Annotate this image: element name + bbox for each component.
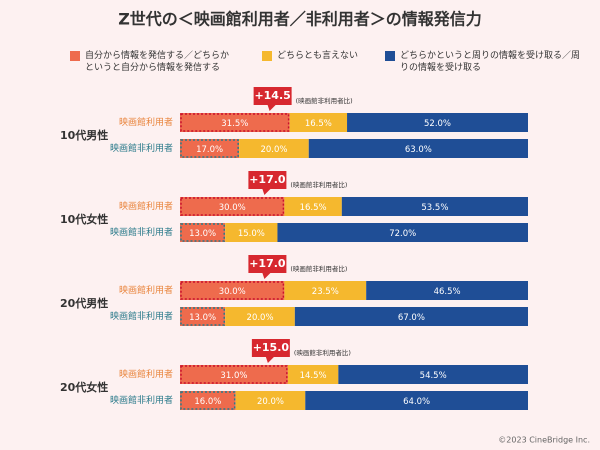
bar-segment bbox=[366, 281, 528, 300]
bar-segment bbox=[180, 223, 226, 242]
bar-segment bbox=[277, 223, 528, 242]
bar-segment bbox=[180, 365, 288, 384]
source: ©2023 CineBridge Inc. bbox=[498, 436, 590, 445]
bar-segment bbox=[180, 281, 285, 300]
value-label: 54.5% bbox=[420, 371, 447, 381]
bar-segment bbox=[341, 197, 528, 216]
row-label: 映画館利用者 bbox=[119, 200, 173, 212]
callout-box bbox=[253, 87, 292, 111]
value-label: 72.0% bbox=[389, 229, 416, 239]
callout-text: +17.0 bbox=[249, 173, 286, 186]
value-label: 13.0% bbox=[189, 229, 216, 239]
bar-segment bbox=[347, 113, 528, 132]
row-label: 映画館利用者 bbox=[119, 284, 173, 296]
legend-item: どちらかというと周りの情報を受け取る／周りの情報を受け取る bbox=[385, 50, 585, 74]
value-label: 53.5% bbox=[421, 203, 448, 213]
value-label: 16.0% bbox=[194, 397, 221, 407]
bar-segment bbox=[289, 113, 348, 132]
value-label: 17.0% bbox=[196, 145, 223, 155]
callout-text: +17.0 bbox=[249, 257, 286, 270]
bar-segment bbox=[284, 197, 342, 216]
group-label: 20代男性 bbox=[60, 296, 108, 310]
segment-outline bbox=[180, 113, 290, 132]
callout-box bbox=[251, 339, 290, 363]
value-label: 15.0% bbox=[238, 229, 265, 239]
value-label: 13.0% bbox=[189, 313, 216, 323]
bar-segment bbox=[284, 281, 367, 300]
callout-note: (映画館非利用者比) bbox=[296, 96, 353, 105]
group-label: 20代女性 bbox=[60, 380, 108, 394]
segment-outline bbox=[180, 391, 236, 410]
legend-swatch bbox=[385, 51, 395, 61]
legend-item: どちらとも言えない bbox=[262, 50, 362, 62]
value-label: 20.0% bbox=[247, 313, 274, 323]
value-label: 67.0% bbox=[398, 313, 425, 323]
bar-segment bbox=[338, 365, 528, 384]
segment-outline bbox=[180, 223, 225, 242]
bar-segment bbox=[180, 307, 226, 326]
value-label: 31.0% bbox=[220, 371, 247, 381]
value-label: 52.0% bbox=[424, 119, 451, 129]
bar-segment bbox=[180, 391, 236, 410]
row-label: 映画館非利用者 bbox=[110, 142, 173, 154]
callout-box bbox=[248, 171, 287, 195]
row-label: 映画館非利用者 bbox=[110, 226, 173, 238]
value-label: 46.5% bbox=[434, 287, 461, 297]
row-label: 映画館非利用者 bbox=[110, 310, 173, 322]
callout-text: +15.0 bbox=[253, 341, 290, 354]
bar-segment bbox=[294, 307, 528, 326]
legend-swatch bbox=[262, 51, 272, 61]
value-label: 30.0% bbox=[219, 203, 246, 213]
chart-title: Z世代の＜映画館利用者／非利用者＞の情報発信力 bbox=[118, 10, 482, 29]
legend-label: どちらかというと周りの情報を受け取る／周りの情報を受け取る bbox=[400, 51, 581, 73]
segment-outline bbox=[180, 139, 239, 158]
callout-box bbox=[248, 255, 287, 279]
value-label: 64.0% bbox=[403, 397, 430, 407]
bar-segment bbox=[239, 139, 309, 158]
bar-segment bbox=[180, 139, 240, 158]
legend-item: 自分から情報を発信する／どちらかというと自分から情報を発信する bbox=[70, 50, 230, 74]
bar-segment bbox=[305, 391, 528, 410]
callout-text: +14.5 bbox=[254, 89, 290, 102]
bar-segment bbox=[180, 197, 285, 216]
bar-segment bbox=[225, 307, 295, 326]
value-label: 14.5% bbox=[300, 371, 327, 381]
row-label: 映画館利用者 bbox=[119, 368, 173, 380]
value-label: 30.0% bbox=[219, 287, 246, 297]
group-label: 10代女性 bbox=[60, 212, 108, 226]
value-label: 20.0% bbox=[257, 397, 284, 407]
value-label: 63.0% bbox=[405, 145, 432, 155]
value-label: 31.5% bbox=[221, 119, 248, 129]
value-label: 16.5% bbox=[300, 203, 327, 213]
row-label: 映画館利用者 bbox=[119, 116, 173, 128]
segment-outline bbox=[180, 365, 288, 384]
callout-note: (映画館非利用者比) bbox=[294, 348, 351, 357]
value-label: 23.5% bbox=[312, 287, 339, 297]
callout-note: (映画館非利用者比) bbox=[290, 180, 347, 189]
value-label: 20.0% bbox=[260, 145, 287, 155]
legend-swatch bbox=[70, 51, 80, 61]
bar-segment bbox=[308, 139, 528, 158]
row-label: 映画館非利用者 bbox=[110, 394, 173, 406]
bar-segment bbox=[180, 113, 290, 132]
group-label: 10代男性 bbox=[60, 128, 108, 142]
callout-note: (映画館非利用者比) bbox=[290, 264, 347, 273]
bar-segment bbox=[287, 365, 339, 384]
bar-segment bbox=[225, 223, 278, 242]
legend-label: 自分から情報を発信する／どちらかというと自分から情報を発信する bbox=[85, 51, 230, 73]
legend-label: どちらとも言えない bbox=[277, 51, 359, 61]
segment-outline bbox=[180, 307, 225, 326]
bar-segment bbox=[235, 391, 306, 410]
value-label: 16.5% bbox=[305, 119, 332, 129]
